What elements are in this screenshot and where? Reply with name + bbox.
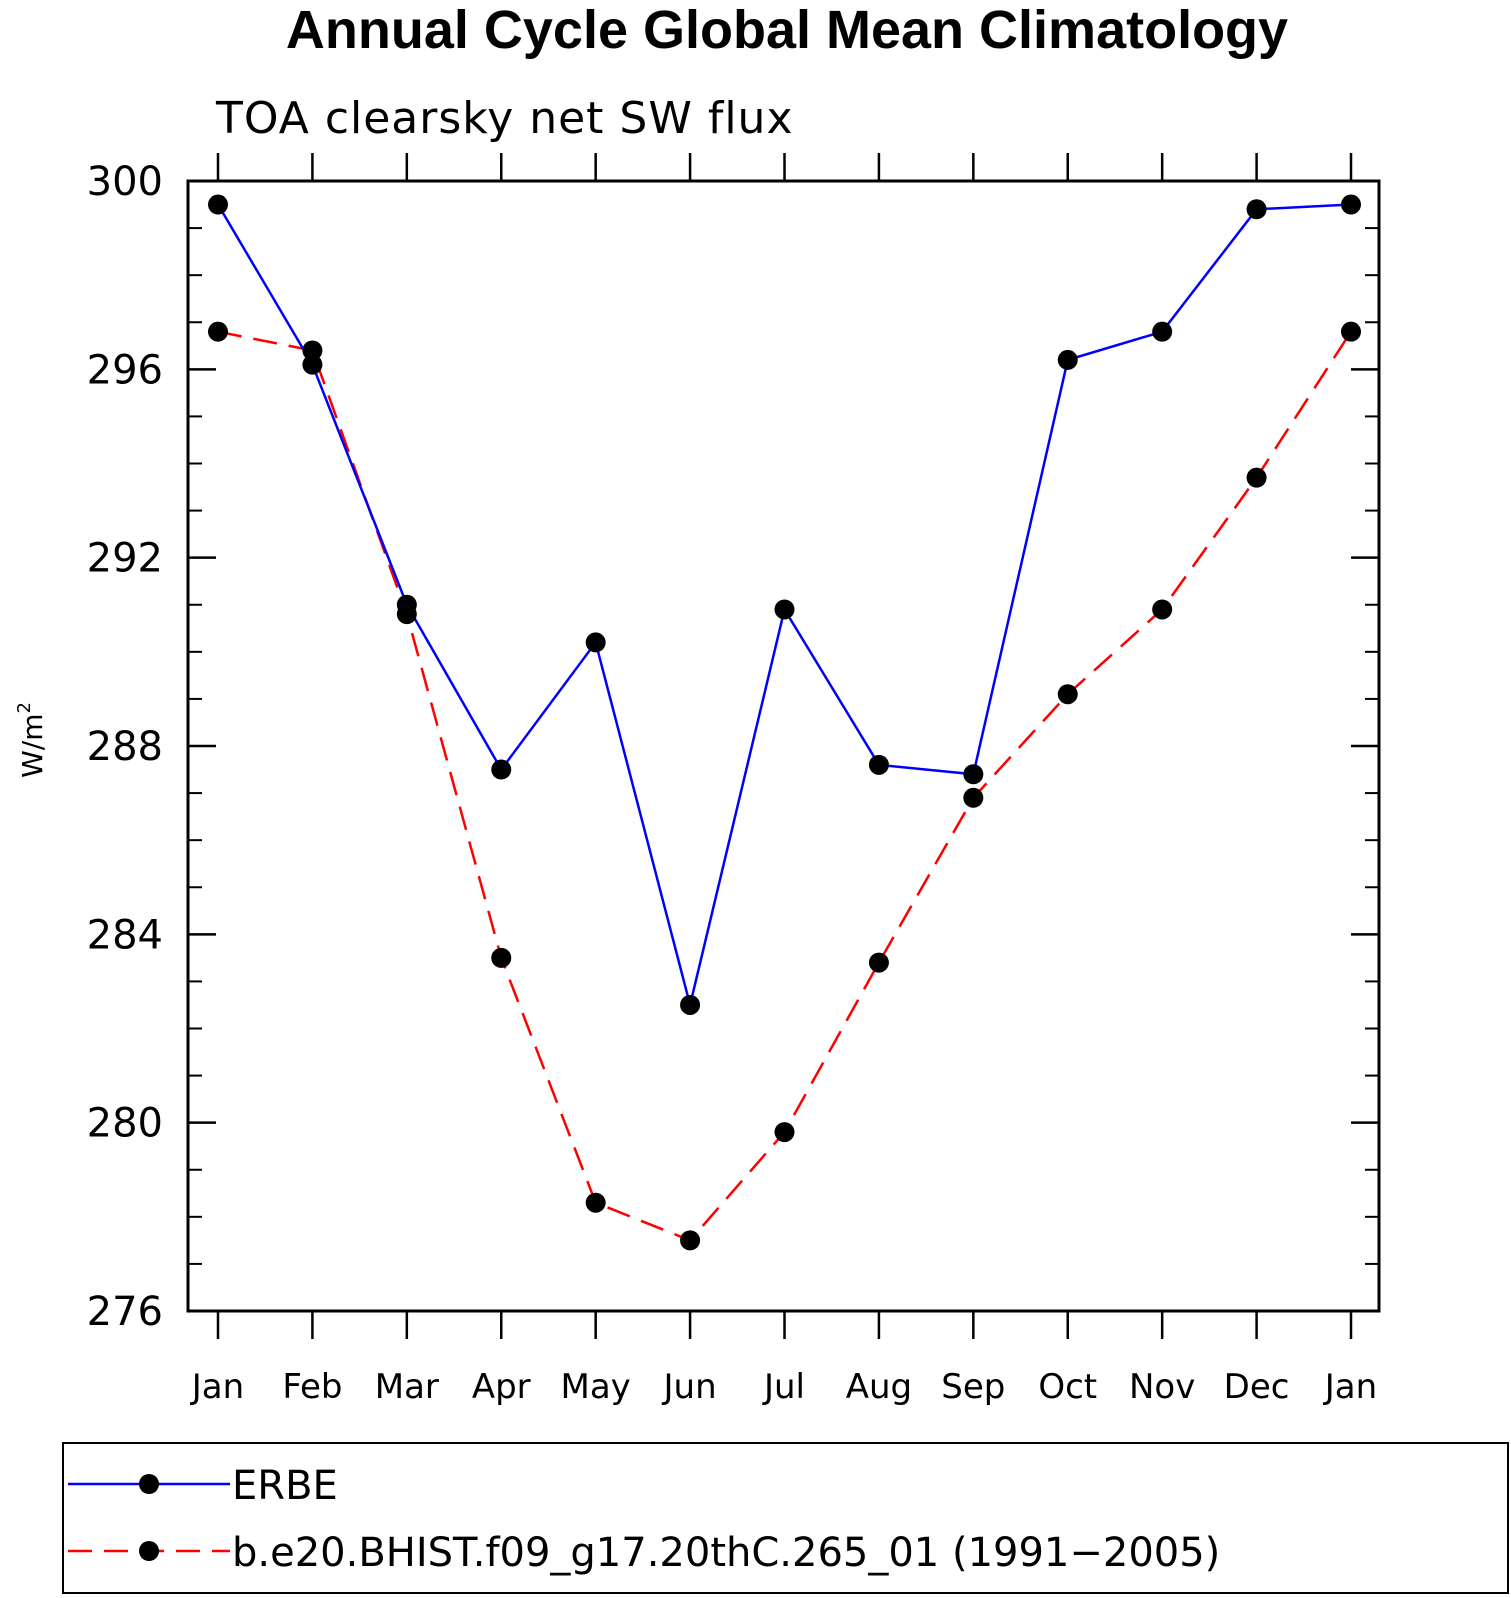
y-tick-label: 288	[87, 724, 163, 770]
x-tick-label: Jan	[1323, 1367, 1377, 1407]
series-0-point	[963, 764, 984, 785]
series-1-point	[1057, 684, 1078, 705]
series-layer	[208, 194, 1361, 1251]
series-0-point	[1057, 349, 1078, 370]
series-0-point	[1246, 199, 1267, 220]
series-line-1	[217, 330, 1353, 1242]
series-1-point	[491, 947, 512, 968]
axis-ticks	[188, 153, 1379, 1339]
y-axis-label-unit: W/m	[16, 714, 49, 778]
series-0-point	[302, 354, 323, 375]
series-0-point	[774, 599, 795, 620]
legend-label-erbe: ERBE	[232, 1463, 338, 1509]
y-tick-label: 284	[87, 912, 163, 958]
y-axis-label-superscript: 2	[14, 702, 35, 713]
x-tick-label: Dec	[1224, 1367, 1290, 1407]
series-0-point	[396, 594, 417, 615]
y-axis-label: W/m2	[14, 702, 49, 778]
series-0-point	[208, 194, 228, 215]
legend-box	[62, 1442, 1509, 1594]
series-0-point	[680, 994, 701, 1015]
x-tick-label: May	[561, 1367, 631, 1407]
series-1-point	[1246, 467, 1267, 488]
series-0-point	[868, 754, 889, 775]
series-1-point	[1152, 599, 1173, 620]
x-tick-label: Sep	[941, 1367, 1005, 1407]
legend: ERBE b.e20.BHIST.f09_g17.20thC.265_01 (1…	[62, 1442, 1509, 1594]
legend-marker-erbe	[139, 1474, 159, 1494]
series-1-point	[963, 787, 984, 808]
series-1-point	[680, 1230, 701, 1251]
series-1-point	[302, 340, 323, 361]
chart-subtitle: TOA clearsky net SW flux	[215, 93, 793, 144]
series-1-point	[1341, 321, 1361, 342]
series-0-point	[585, 632, 606, 653]
y-tick-label: 300	[87, 159, 163, 205]
y-tick-label: 292	[87, 536, 163, 582]
x-tick-label: Aug	[846, 1367, 912, 1407]
y-tick-labels: 276 280 284 288 292 296 300	[87, 159, 163, 1335]
y-tick-label: 276	[87, 1289, 163, 1335]
x-tick-label: Jan	[190, 1367, 244, 1407]
legend-label-model: b.e20.BHIST.f09_g17.20thC.265_01 (1991−2…	[232, 1530, 1220, 1576]
series-0-point	[491, 759, 512, 780]
series-1-point	[868, 952, 889, 973]
x-tick-label: Nov	[1129, 1367, 1195, 1407]
y-tick-label: 280	[87, 1101, 163, 1147]
x-tick-label: Mar	[375, 1367, 439, 1407]
chart-title: Annual Cycle Global Mean Climatology	[286, 0, 1288, 60]
x-tick-label: Apr	[472, 1367, 531, 1407]
series-1-point	[208, 321, 228, 342]
series-0-point	[1152, 321, 1173, 342]
x-tick-label: Jul	[762, 1367, 805, 1407]
y-tick-label: 296	[87, 347, 163, 393]
series-0-point	[1341, 194, 1361, 215]
x-tick-labels: Jan Feb Mar Apr May Jun Jul Aug Sep Oct Nov Dec Jan	[190, 1367, 1377, 1407]
legend-marker-model	[139, 1541, 159, 1561]
series-1-point	[585, 1192, 606, 1213]
x-tick-label: Feb	[282, 1367, 342, 1407]
x-tick-label: Jun	[662, 1367, 717, 1407]
x-tick-label: Oct	[1038, 1367, 1097, 1407]
series-1-point	[774, 1122, 795, 1143]
